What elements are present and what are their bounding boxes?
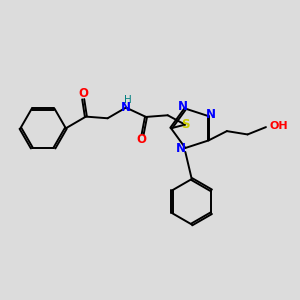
Text: N: N xyxy=(121,101,131,114)
Text: N: N xyxy=(178,100,188,113)
Text: S: S xyxy=(181,118,189,131)
Text: O: O xyxy=(136,133,146,146)
Text: H: H xyxy=(124,95,131,105)
Text: OH: OH xyxy=(269,121,288,131)
Text: O: O xyxy=(78,87,88,101)
Text: N: N xyxy=(176,142,186,155)
Text: N: N xyxy=(206,108,215,121)
